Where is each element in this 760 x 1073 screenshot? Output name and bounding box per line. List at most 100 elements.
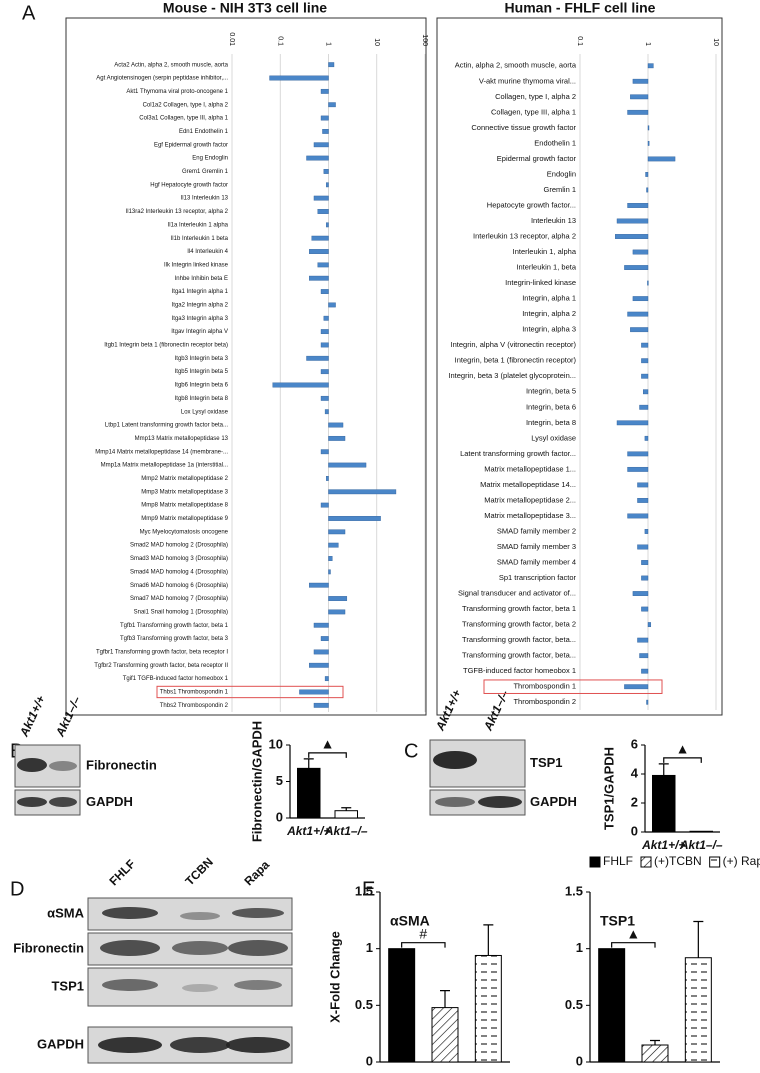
category-label: Inhbe Inhibin beta E [175,276,228,282]
significance-bracket [663,757,702,763]
bar [306,155,329,161]
bar [627,203,649,208]
blot-band [49,797,77,807]
panel-frame [436,17,723,716]
category-label: Itgb3 Integrin beta 3 [175,356,229,362]
category-label: Interleukin 13 receptor, alpha 2 [473,232,576,241]
bar [306,355,329,361]
bar [641,575,649,581]
category-label: Interleukin 13 [531,216,576,225]
bar [328,435,346,441]
category-label: Transforming growth factor, beta... [462,651,576,660]
category-label: Thbs1 Thrombospondin 1 [160,690,229,696]
blot-lane-label: Akt1–/– [52,694,83,740]
category-label: Grem1 Gremlin 1 [182,169,229,175]
category-label: SMAD family member 4 [497,558,576,567]
category-label: Smad3 MAD homolog 3 (Drosophila) [130,556,228,562]
bar [320,115,329,121]
bar [326,222,329,228]
bar [646,187,649,193]
blot-band [182,984,218,992]
category-label: Hgf Hepatocyte growth factor [150,182,228,188]
category-label: Itgb8 Integrin beta 8 [175,396,229,402]
bar [647,280,649,286]
bar [641,668,649,674]
blot-band [17,758,47,772]
bar [328,302,336,308]
y-tick-label: 1 [576,940,583,955]
x-tick-label: 100 [421,34,428,46]
panel-label: A [22,2,36,24]
bar [652,774,676,833]
panel-frame [65,17,427,716]
bar [388,948,416,1063]
significance-bracket [308,752,347,758]
blot-band [180,912,220,920]
category-label: Actin, alpha 2, smooth muscle, aorta [455,61,577,70]
y-tick-label: 1 [366,940,373,955]
category-label: Mmp8 Matrix metallopeptidase 8 [141,503,228,509]
y-axis-label: X-Fold Change [327,931,342,1023]
bar [309,582,329,588]
bar [647,622,652,628]
bar [328,529,346,535]
significance-bracket [611,942,656,948]
panel-label: D [10,878,24,900]
bar [641,606,649,612]
x-tick-label: Akt1–/– [324,824,368,838]
category-label: Thbs2 Thrombospondin 2 [160,703,229,709]
category-label: Latent transforming growth factor... [460,449,576,458]
bar [641,373,649,379]
x-tick-label: 1 [325,42,332,46]
category-label: Col1a2 Collagen, type I, alpha 2 [143,102,229,108]
category-label: Acta2 Actin, alpha 2, smooth muscle, aor… [114,62,228,68]
category-label: Collagen, type I, alpha 2 [495,92,576,101]
category-label: Mmp13 Matrix metallopeptidase 13 [135,436,229,442]
blot-lane-label: FHLF [106,857,138,889]
blot-band [234,980,282,990]
y-tick-label: 6 [631,736,638,751]
category-label: Itgb5 Integrin beta 5 [175,369,229,375]
category-label: Itga3 Integrin alpha 3 [172,316,229,322]
x-tick-label: 10 [373,38,380,46]
bar [647,156,676,162]
category-label: Hepatocyte growth factor... [487,200,576,209]
error-bar [650,1039,660,1045]
x-tick-label: Akt1+/+ [641,838,685,852]
category-label: Smad2 MAD homolog 2 (Drosophila) [130,543,228,549]
blot-row-label: αSMA [47,905,84,920]
bar [598,948,626,1063]
category-label: Integrin, alpha V (vitronectin receptor) [451,340,577,349]
bar [641,560,649,565]
bar [317,262,329,268]
bar [632,249,649,255]
category-label: Egf Epidermal growth factor [154,142,228,148]
category-label: Tgfbr1 Transforming growth factor, beta … [96,650,228,656]
category-label: Smad6 MAD homolog 6 (Drosophila) [130,583,228,589]
category-label: Connective tissue growth factor [471,123,576,132]
bar [328,596,348,601]
blot-row-label: GAPDH [37,1036,84,1051]
category-label: Matrix metallopeptidase 3... [484,511,576,520]
bar [313,142,329,148]
category-label: Matrix metallopeptidase 2... [484,495,576,504]
y-tick-label: 2 [631,794,638,809]
bar [641,342,649,348]
category-label: V-akt murine thymoma viral... [479,76,576,85]
bar [269,75,329,81]
significance-bracket [401,942,446,948]
legend-label: (+)TCBN [654,854,702,868]
blot-band [100,940,160,956]
blot-lane-label: TCBN [182,855,215,888]
bar [313,702,329,708]
blot-band [98,1037,162,1053]
category-label: Agt Angiotensinogen (serpin peptidase in… [96,76,228,82]
bar [320,289,329,294]
bar [309,662,329,668]
bar [322,129,329,134]
category-label: Edn1 Endothelin 1 [179,129,229,135]
category-label: Integrin-linked kinase [505,278,576,287]
bar [328,542,339,548]
bar [323,315,329,321]
bar [313,649,329,655]
